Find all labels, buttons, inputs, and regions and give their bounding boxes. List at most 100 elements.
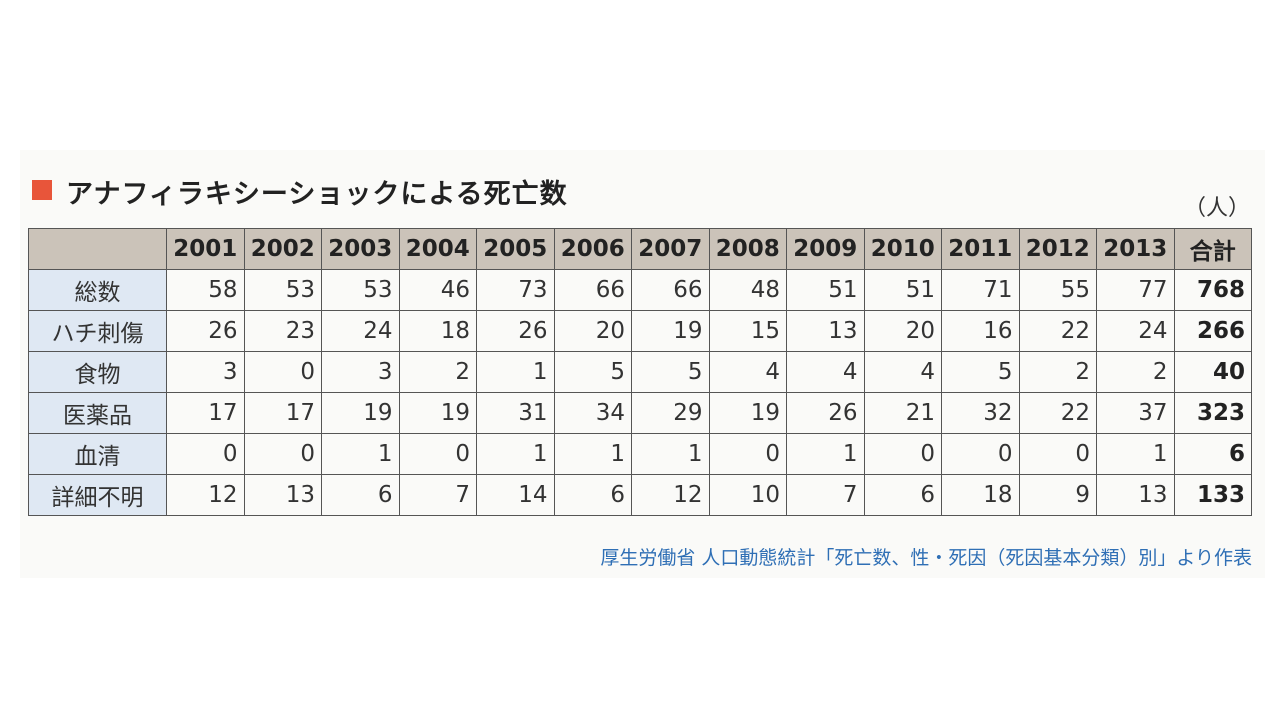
- cell: 1: [553, 433, 632, 475]
- column-header: 2005: [476, 228, 555, 270]
- cell: 1: [786, 433, 865, 475]
- cell: 10: [708, 474, 787, 516]
- cell: 21: [863, 392, 942, 434]
- title: アナフィラキシーショックによる死亡数: [66, 179, 568, 210]
- table-row: 食物 3 0 3 2 1 5 5 4 4 4 5 2 2 40: [28, 351, 1252, 393]
- row-header: 食物: [28, 351, 167, 393]
- cell: 19: [398, 392, 477, 434]
- cell: 71: [941, 269, 1020, 311]
- column-header: 2003: [321, 228, 400, 270]
- cell: 22: [1018, 392, 1097, 434]
- row-header: 詳細不明: [28, 474, 167, 516]
- cell: 29: [631, 392, 710, 434]
- cell: 0: [243, 433, 322, 475]
- cell: 7: [398, 474, 477, 516]
- cell: 2: [398, 351, 477, 393]
- table-row: 医薬品 17 17 19 19 31 34 29 19 26 21 32 22 37 323: [28, 392, 1252, 434]
- column-header: 2001: [166, 228, 245, 270]
- cell: 1: [476, 351, 555, 393]
- cell: 7: [786, 474, 865, 516]
- cell: 19: [708, 392, 787, 434]
- cell: 51: [863, 269, 942, 311]
- title-marker: [32, 180, 52, 200]
- table-row: 詳細不明 12 13 6 7 14 6 12 10 7 6 18 9 13 133: [28, 474, 1252, 516]
- cell: 77: [1096, 269, 1175, 311]
- cell: 6: [1173, 433, 1252, 475]
- table-row: 血清 0 0 1 0 1 1 1 0 1 0 0 0 1 6: [28, 433, 1252, 475]
- cell: 55: [1018, 269, 1097, 311]
- cell: 0: [941, 433, 1020, 475]
- cell: 9: [1018, 474, 1097, 516]
- cell: 1: [631, 433, 710, 475]
- cell: 66: [553, 269, 632, 311]
- cell: 6: [863, 474, 942, 516]
- cell: 3: [166, 351, 245, 393]
- cell: 22: [1018, 310, 1097, 352]
- cell: 40: [1173, 351, 1252, 393]
- cell: 4: [786, 351, 865, 393]
- column-header: [28, 228, 167, 270]
- column-header: 2004: [398, 228, 477, 270]
- cell: 5: [631, 351, 710, 393]
- cell: 13: [1096, 474, 1175, 516]
- cell: 34: [553, 392, 632, 434]
- table-row: ハチ刺傷 26 23 24 18 26 20 19 15 13 20 16 22 24 266: [28, 310, 1252, 352]
- cell: 16: [941, 310, 1020, 352]
- cell: 53: [321, 269, 400, 311]
- cell: 5: [941, 351, 1020, 393]
- cell: 18: [398, 310, 477, 352]
- column-header: 2013: [1096, 228, 1175, 270]
- cell: 15: [708, 310, 787, 352]
- cell: 0: [1018, 433, 1097, 475]
- cell: 5: [553, 351, 632, 393]
- cell: 0: [863, 433, 942, 475]
- column-header: 2012: [1018, 228, 1097, 270]
- cell: 768: [1173, 269, 1252, 311]
- row-header: 医薬品: [28, 392, 167, 434]
- cell: 37: [1096, 392, 1175, 434]
- cell: 26: [786, 392, 865, 434]
- cell: 20: [863, 310, 942, 352]
- cell: 66: [631, 269, 710, 311]
- column-header: 2007: [631, 228, 710, 270]
- cell: 73: [476, 269, 555, 311]
- source-note: 厚生労働省 人口動態統計「死亡数、性・死因（死因基本分類）別」より作表: [600, 547, 1252, 569]
- table-row: 総数 58 53 53 46 73 66 66 48 51 51 71 55 77 768: [28, 269, 1252, 311]
- cell: 24: [1096, 310, 1175, 352]
- cell: 32: [941, 392, 1020, 434]
- cell: 26: [476, 310, 555, 352]
- cell: 0: [398, 433, 477, 475]
- column-header: 合計: [1173, 228, 1252, 270]
- column-header: 2009: [786, 228, 865, 270]
- cell: 13: [786, 310, 865, 352]
- column-header: 2010: [863, 228, 942, 270]
- cell: 17: [166, 392, 245, 434]
- cell: 1: [1096, 433, 1175, 475]
- cell: 4: [863, 351, 942, 393]
- header-row: 2001 2002 2003 2004 2005 2006 2007 2008 2009 2010…: [28, 228, 1252, 270]
- cell: 17: [243, 392, 322, 434]
- cell: 4: [708, 351, 787, 393]
- cell: 12: [166, 474, 245, 516]
- cell: 13: [243, 474, 322, 516]
- cell: 20: [553, 310, 632, 352]
- cell: 2: [1096, 351, 1175, 393]
- unit: （人）: [1183, 196, 1250, 221]
- cell: 133: [1173, 474, 1252, 516]
- column-header: 2011: [941, 228, 1020, 270]
- row-header: ハチ刺傷: [28, 310, 167, 352]
- cell: 2: [1018, 351, 1097, 393]
- cell: 51: [786, 269, 865, 311]
- cell: 1: [321, 433, 400, 475]
- cell: 0: [166, 433, 245, 475]
- cell: 266: [1173, 310, 1252, 352]
- cell: 48: [708, 269, 787, 311]
- cell: 6: [553, 474, 632, 516]
- cell: 6: [321, 474, 400, 516]
- row-header: 血清: [28, 433, 167, 475]
- cell: 1: [476, 433, 555, 475]
- cell: 19: [321, 392, 400, 434]
- cell: 323: [1173, 392, 1252, 434]
- data-table: 2001 2002 2003 2004 2005 2006 2007 2008 2009 2010…: [28, 228, 1252, 516]
